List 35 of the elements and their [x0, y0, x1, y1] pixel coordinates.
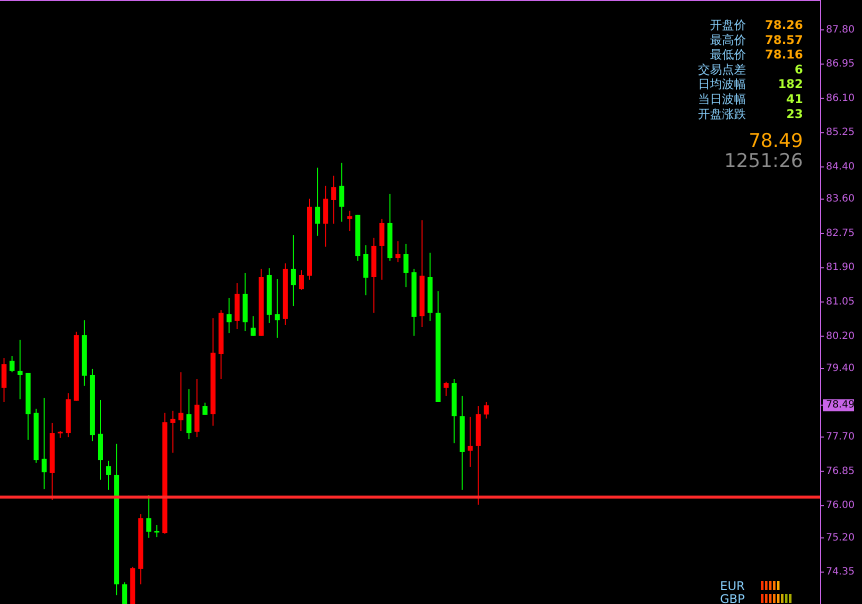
- y-tick-label: 87.80: [826, 24, 855, 36]
- text: 交易点差: [698, 62, 746, 76]
- y-tick-label: 85.25: [826, 127, 855, 138]
- y-tick-label: 75.20: [826, 532, 855, 544]
- text: 41: [786, 92, 803, 106]
- text: 当日波幅: [698, 92, 746, 106]
- y-tick-label: 76.00: [826, 500, 855, 512]
- y-tick-label: 74.35: [826, 566, 855, 578]
- y-tick-label: 83.60: [826, 194, 855, 205]
- y-tick-label: 82.75: [826, 228, 855, 239]
- text: 78.16: [765, 48, 803, 62]
- text: EUR: [720, 579, 745, 593]
- text: 1251:26: [724, 150, 803, 172]
- text: 日均波幅: [698, 77, 746, 92]
- text: 182: [778, 77, 803, 92]
- y-tick-label: 81.05: [826, 296, 855, 308]
- y-tick-label: 77.70: [826, 432, 855, 443]
- y-tick-label: 86.10: [826, 92, 855, 104]
- y-tick-label: 81.90: [826, 262, 855, 274]
- y-tick-label: 78.49: [826, 400, 855, 411]
- y-tick-label: 84.40: [826, 161, 855, 172]
- text: 78.26: [765, 18, 803, 32]
- text: 6: [794, 62, 803, 76]
- text: 78.57: [765, 32, 803, 47]
- text: 23: [786, 106, 803, 121]
- text: 开盘价: [710, 18, 746, 32]
- y-tick-label: 79.40: [826, 363, 855, 374]
- y-tick-label: 80.20: [826, 330, 855, 342]
- y-tick-label: 86.95: [826, 58, 855, 70]
- text: 开盘涨跌: [698, 106, 746, 121]
- text: 78.49: [748, 130, 803, 152]
- text: GBP: [720, 592, 745, 604]
- text: 最低价: [710, 48, 746, 62]
- y-tick-label: 76.85: [826, 466, 855, 477]
- text: 最高价: [710, 32, 746, 47]
